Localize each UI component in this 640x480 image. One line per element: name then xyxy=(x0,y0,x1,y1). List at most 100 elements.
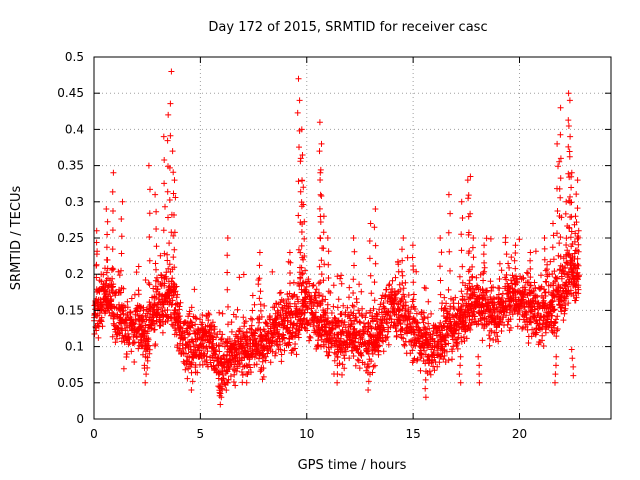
data-point xyxy=(131,359,138,365)
data-point xyxy=(400,235,407,241)
data-point xyxy=(562,210,569,217)
data-point xyxy=(153,226,160,232)
data-point xyxy=(320,229,327,236)
data-point xyxy=(320,245,327,252)
data-point xyxy=(256,275,263,282)
data-point xyxy=(434,363,441,370)
data-point xyxy=(239,372,246,378)
data-point xyxy=(167,100,174,107)
data-point xyxy=(466,248,473,255)
data-point xyxy=(350,276,357,283)
data-point xyxy=(165,295,172,302)
data-point xyxy=(572,213,579,220)
data-point xyxy=(109,265,116,272)
data-point xyxy=(556,158,563,165)
data-point xyxy=(218,368,225,375)
data-point xyxy=(277,289,284,296)
data-point xyxy=(301,253,308,259)
y-tick-label: 0.05 xyxy=(57,376,84,390)
data-point xyxy=(143,371,150,378)
data-point xyxy=(188,304,195,311)
data-point xyxy=(281,347,288,354)
data-point xyxy=(256,314,263,321)
data-point xyxy=(365,378,372,385)
x-tick-label: 10 xyxy=(299,427,314,441)
data-point xyxy=(346,355,353,362)
data-point xyxy=(93,227,100,234)
data-point xyxy=(110,266,117,273)
data-point xyxy=(297,155,304,162)
data-point xyxy=(365,369,371,376)
data-point xyxy=(161,274,168,280)
data-point xyxy=(304,306,311,313)
data-point xyxy=(298,286,305,293)
data-point xyxy=(353,299,360,306)
data-point xyxy=(527,316,534,323)
data-point xyxy=(351,317,358,324)
axis-ticks xyxy=(93,56,611,420)
data-point xyxy=(464,177,471,184)
y-tick-label: 0.4 xyxy=(65,122,84,136)
data-point xyxy=(565,143,572,150)
data-point xyxy=(459,215,466,221)
data-point xyxy=(389,277,396,284)
data-point xyxy=(296,97,303,104)
data-point xyxy=(367,307,374,314)
data-point xyxy=(540,343,547,349)
data-point xyxy=(207,359,214,366)
data-point xyxy=(329,325,336,332)
data-point xyxy=(219,331,226,338)
data-point xyxy=(312,294,319,301)
data-point xyxy=(495,291,502,298)
data-point xyxy=(465,229,472,236)
data-point xyxy=(221,343,228,350)
data-point xyxy=(513,289,520,295)
data-point xyxy=(565,300,572,307)
data-point xyxy=(554,288,561,295)
data-point xyxy=(279,307,286,314)
data-point xyxy=(573,219,580,226)
data-point xyxy=(248,369,254,376)
data-point xyxy=(551,268,558,275)
y-tick-label: 0.3 xyxy=(65,195,84,209)
data-point xyxy=(109,246,116,253)
data-point xyxy=(272,350,279,356)
data-point xyxy=(452,294,459,301)
data-point xyxy=(409,316,416,323)
data-point xyxy=(103,206,110,212)
data-point xyxy=(565,170,572,177)
data-point xyxy=(556,267,563,274)
data-point xyxy=(278,358,285,365)
data-point xyxy=(164,188,171,195)
data-point xyxy=(244,353,251,360)
data-point xyxy=(554,230,560,237)
data-point xyxy=(370,363,377,370)
data-point xyxy=(186,308,193,315)
data-point xyxy=(169,297,176,304)
data-point xyxy=(342,348,349,355)
data-point xyxy=(563,198,570,205)
data-point xyxy=(503,251,510,258)
data-point xyxy=(273,341,280,348)
data-point xyxy=(397,314,404,320)
data-point xyxy=(358,288,365,295)
data-point xyxy=(104,218,111,225)
data-point xyxy=(228,328,235,335)
data-point xyxy=(367,272,374,279)
data-point xyxy=(301,235,308,242)
data-point xyxy=(93,286,100,293)
data-point xyxy=(341,365,348,372)
data-point xyxy=(118,302,125,309)
data-point xyxy=(350,290,357,296)
data-point xyxy=(350,235,357,241)
data-point xyxy=(494,333,501,340)
data-point xyxy=(280,305,286,312)
data-point xyxy=(371,297,378,304)
data-point xyxy=(562,264,569,271)
data-point xyxy=(144,357,151,364)
data-point xyxy=(316,119,323,126)
data-point xyxy=(437,291,444,298)
data-point xyxy=(437,319,444,326)
data-point xyxy=(575,248,582,255)
data-point xyxy=(479,337,486,344)
